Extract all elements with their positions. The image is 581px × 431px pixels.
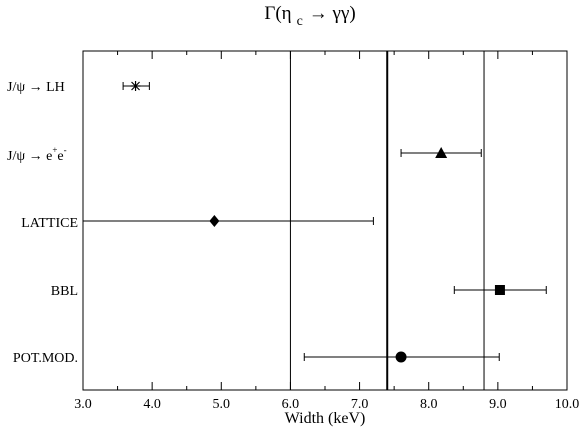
chart-title-end: → γγ) xyxy=(309,3,356,24)
y-label-jpsi-ee: J/ψ → e+e- xyxy=(7,145,67,164)
x-tick-label-5: 8.0 xyxy=(420,397,438,412)
y-label-jpsi-lh: J/ψ → LH xyxy=(7,80,65,95)
x-tick-label-4: 7.0 xyxy=(351,397,369,412)
x-axis-label: Width (keV) xyxy=(285,410,366,427)
y-label-bbl: BBL xyxy=(51,284,78,299)
point-marker-4 xyxy=(395,351,407,363)
x-tick-label-0: 3.0 xyxy=(74,397,92,412)
x-tick-label-1: 4.0 xyxy=(143,397,161,412)
point-marker-0 xyxy=(130,81,141,91)
y-label-lattice: LATTICE xyxy=(21,216,78,231)
point-marker-1 xyxy=(435,147,448,158)
asterisk-stroke-d xyxy=(131,81,140,91)
chart-title-subscript: c xyxy=(297,14,303,29)
y-label-pot-mod: POT.MOD. xyxy=(13,351,78,366)
x-tick-label-3: 6.0 xyxy=(282,397,300,412)
x-axis: 3.0 4.0 5.0 6.0 7.0 8.0 9.0 10.0 xyxy=(74,51,579,412)
x-tick-label-7: 10.0 xyxy=(555,397,580,412)
chart-title-main: Γ(η xyxy=(264,3,291,24)
point-marker-3 xyxy=(494,285,505,295)
x-tick-label-6: 9.0 xyxy=(489,397,507,412)
point-marker-2 xyxy=(209,215,220,227)
x-tick-label-2: 5.0 xyxy=(213,397,231,412)
chart-title: Γ(η c → γγ) xyxy=(264,3,355,29)
data-points xyxy=(82,81,547,363)
